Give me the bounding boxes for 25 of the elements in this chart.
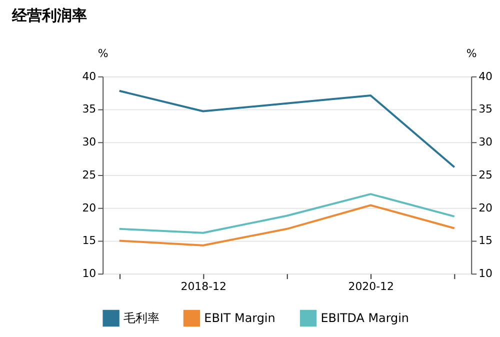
legend-label: EBITDA Margin: [320, 311, 409, 326]
y2-tick-label: 25: [478, 168, 493, 182]
x-tick-label: 2018-12: [180, 280, 226, 294]
y-tick-label: 10: [82, 267, 96, 280]
y2-tick-label: 20: [478, 201, 493, 214]
y2-tick-label: 40: [478, 70, 493, 83]
y-tick-label: 40: [82, 70, 96, 83]
legend-label: 毛利率: [124, 311, 160, 326]
y-tick-label: 30: [82, 136, 96, 149]
legend-label: EBIT Margin: [204, 311, 276, 326]
y-axis-title: %: [98, 46, 108, 60]
y2-tick-label: 35: [478, 102, 493, 116]
x-tick-label: 2020-12: [348, 280, 394, 294]
line-series: [118, 90, 456, 168]
y-tick-label: 25: [82, 168, 96, 182]
chart-title: 经营利润率: [10, 6, 87, 25]
line-series: [118, 193, 456, 234]
y2-tick-label: 15: [478, 234, 493, 248]
y-tick-label: 35: [82, 102, 96, 116]
y-tick-label: 20: [82, 201, 96, 214]
y-tick-label: 15: [82, 234, 96, 248]
y2-tick-label: 10: [478, 267, 493, 280]
y2-tick-label: 30: [478, 136, 493, 149]
y2-axis-title: %: [466, 46, 477, 60]
line-series: [118, 204, 456, 246]
